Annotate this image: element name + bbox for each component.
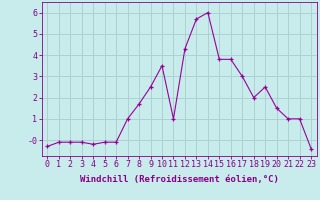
- X-axis label: Windchill (Refroidissement éolien,°C): Windchill (Refroidissement éolien,°C): [80, 175, 279, 184]
